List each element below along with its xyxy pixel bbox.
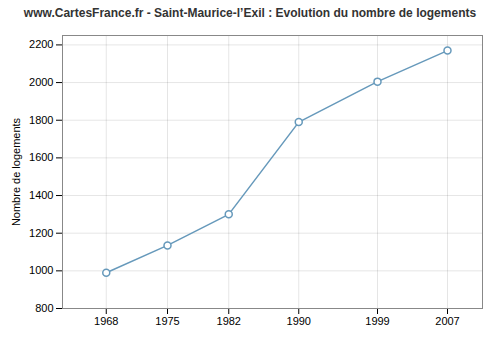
svg-text:2200: 2200	[29, 38, 53, 50]
svg-text:1800: 1800	[29, 114, 53, 126]
svg-text:1000: 1000	[29, 264, 53, 276]
svg-text:1975: 1975	[155, 315, 179, 327]
svg-text:Nombre de logements: Nombre de logements	[10, 117, 22, 226]
svg-text:1968: 1968	[94, 315, 118, 327]
svg-text:1982: 1982	[217, 315, 241, 327]
svg-text:2007: 2007	[435, 315, 459, 327]
html-text:www.CartesFrance.fr - Saint-Ma: www.CartesFrance.fr - Saint-Maurice-l’Ex…	[23, 6, 477, 20]
svg-text:1999: 1999	[365, 315, 389, 327]
svg-text:1990: 1990	[287, 315, 311, 327]
svg-text:800: 800	[35, 302, 53, 314]
svg-text:2000: 2000	[29, 76, 53, 88]
svg-text:1400: 1400	[29, 189, 53, 201]
svg-text:1200: 1200	[29, 227, 53, 239]
svg-text:1600: 1600	[29, 151, 53, 163]
